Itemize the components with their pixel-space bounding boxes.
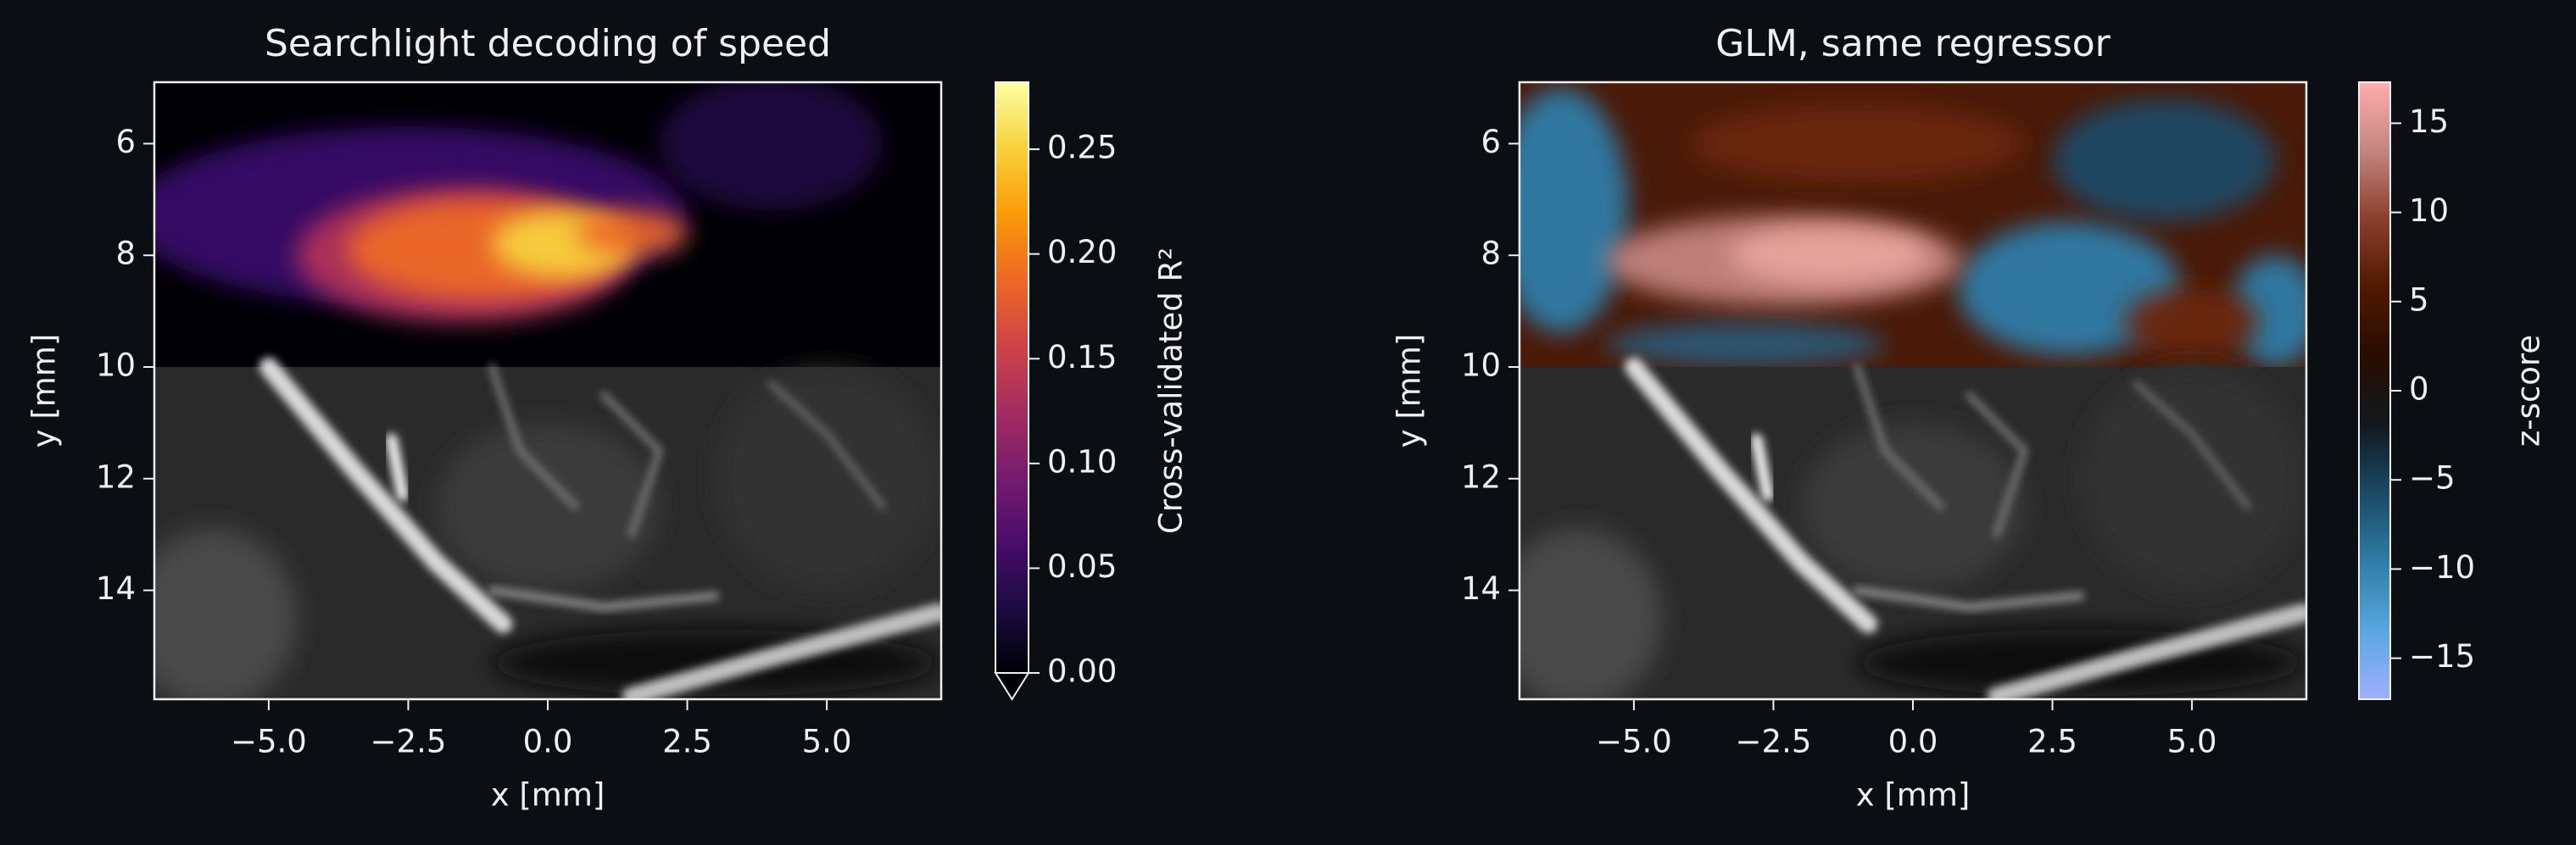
x-tick-label: −5.0 [1596,724,1672,760]
colorbar-tick-label: 0.15 [1047,339,1117,375]
image [1519,82,2306,699]
vessel [1853,586,2085,612]
colorbar [2359,82,2390,699]
colorbar-tick-label: 0.00 [1047,653,1117,690]
y-tick-label: 12 [96,459,136,495]
vessel [1750,433,1774,502]
colorbar-tick-label: 0.25 [1047,130,1117,166]
x-tick-label: 0.0 [1888,724,1938,760]
colorbar-tick-label: −15 [2409,638,2475,675]
x-tick-label: −2.5 [371,724,447,760]
heatmap-blob [1689,104,2025,183]
panel: GLM, same regressor x [mm] y [mm] −5.0 −2.5 0… [1391,22,2547,814]
y-axis-label: y [mm] [26,334,63,448]
y-tick-label: 6 [1480,124,1501,160]
heatmap-blob [2052,98,2276,222]
vessel [1965,391,2029,538]
x-tick-label: 2.5 [2027,724,2077,760]
anatomy-blob [1801,422,2025,591]
chart-title: GLM, same regressor [1715,22,2110,65]
vessel [2133,380,2251,510]
heatmap-blob [1519,87,1629,334]
anatomy-blob [154,529,297,699]
y-tick-label: 8 [1480,236,1501,272]
heatmap-blob [575,210,688,256]
vessel [767,380,886,510]
heatmap-blob [1728,227,1930,284]
colorbar-tick-label: 10 [2409,192,2449,229]
colorbar-tick-label: 5 [2409,281,2429,318]
vessel [1987,603,2306,699]
anatomy-blob [715,367,939,591]
y-tick-label: 12 [1461,459,1501,495]
anatomy-blob [436,422,660,591]
vessel [599,391,664,538]
x-axis-label: x [mm] [1856,777,1971,814]
heatmap-blob [659,82,883,211]
x-tick-label: −5.0 [231,724,307,760]
x-tick-label: −2.5 [1736,724,1812,760]
colorbar-tick-label: 0.10 [1047,443,1117,480]
anatomy-blob [1519,529,1662,699]
y-tick-label: 10 [1461,347,1501,384]
x-tick-label: 0.0 [523,724,573,760]
vessel [1854,364,1944,510]
vessel [1624,358,1878,634]
vessel [622,603,941,699]
heatmap-blob [1606,322,1886,367]
colorbar-frame [995,81,1029,673]
colorbar-label: Cross-validated R² [1153,247,1190,534]
colorbar-label: z-score [2511,335,2547,447]
x-axis-label: x [mm] [491,777,605,814]
heatmap-blob [2125,288,2260,356]
x-tick-label: 5.0 [2167,724,2217,760]
colorbar-tick-label: 0 [2409,371,2429,408]
y-tick-label: 14 [96,570,136,607]
vessel [385,433,409,502]
vessel [259,358,513,634]
y-tick-label: 8 [115,236,136,272]
heatmap-blob [1957,221,2181,356]
vessel [488,586,720,612]
vessel [488,364,579,510]
colorbar-tick-label: −5 [2409,460,2456,497]
image [154,82,941,699]
colorbar-extend [994,672,1030,701]
y-tick-label: 6 [115,124,136,160]
anatomy-blob [2080,367,2304,591]
panel: Searchlight decoding of speed x [mm] y [mm… [26,22,1190,814]
y-tick-label: 10 [96,347,136,384]
x-tick-label: 2.5 [662,724,712,760]
x-tick-label: 5.0 [802,724,852,760]
colorbar [995,82,1029,673]
colorbar-tick-label: 0.05 [1047,548,1117,585]
colorbar-tick-label: 15 [2409,103,2449,140]
chart-title: Searchlight decoding of speed [265,22,831,65]
colorbar-tick-label: 0.20 [1047,234,1117,270]
colorbar-tick-label: −10 [2409,549,2475,586]
y-axis-label: y [mm] [1391,334,1428,448]
y-tick-label: 14 [1461,570,1501,607]
